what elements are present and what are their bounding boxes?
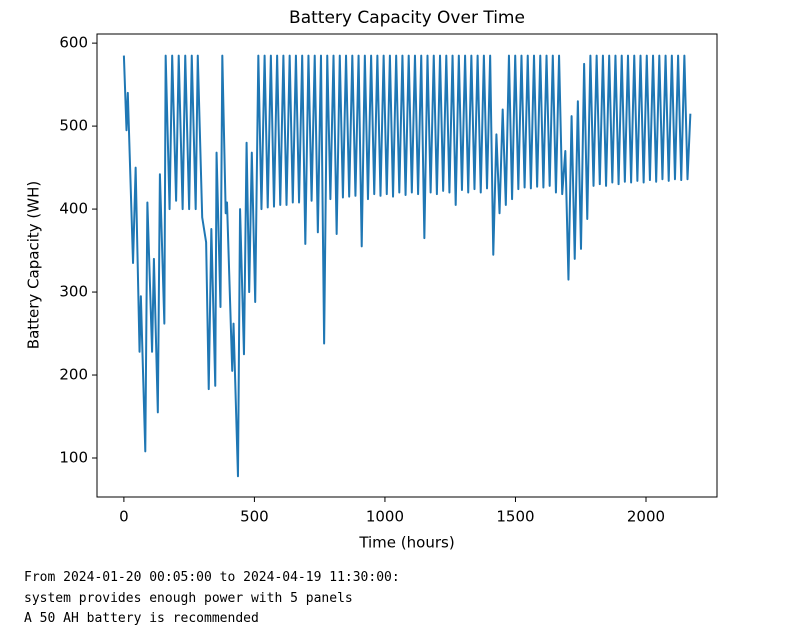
data-line (122, 54, 692, 478)
x-tick-label: 1500 (496, 508, 534, 526)
y-tick-label: 500 (59, 117, 88, 135)
x-tick-label: 2000 (627, 508, 665, 526)
y-tick-label: 600 (59, 34, 88, 52)
y-tick-label: 400 (59, 200, 88, 218)
output-line: From 2024-01-20 00:05:00 to 2024-04-19 1… (24, 570, 400, 585)
output-line: system provides enough power with 5 pane… (24, 591, 353, 606)
x-tick-label: 1000 (366, 508, 404, 526)
output-line: A 50 AH battery is recommended (24, 611, 259, 626)
chart: Battery Capacity Over Time Time (hours) … (25, 8, 718, 552)
x-axis-label: Time (hours) (358, 534, 454, 552)
x-tick-label: 500 (240, 508, 269, 526)
y-tick-label: 100 (59, 449, 88, 467)
x-tick-label: 0 (119, 508, 129, 526)
y-tick-label: 200 (59, 366, 88, 384)
chart-title: Battery Capacity Over Time (289, 8, 525, 28)
y-axis-label: Battery Capacity (WH) (25, 181, 43, 349)
y-tick-label: 300 (59, 283, 88, 301)
plot-frame (96, 33, 718, 498)
